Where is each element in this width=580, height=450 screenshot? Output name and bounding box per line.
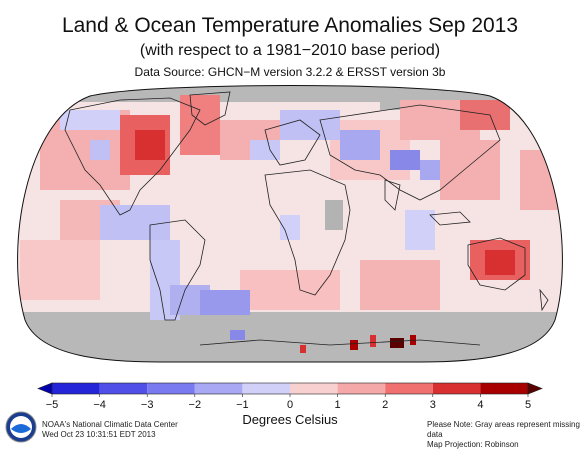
colorbar-tick-label: −1	[236, 399, 249, 411]
antarctic-missing-region	[17, 312, 563, 362]
globe-outline	[17, 85, 563, 363]
colorbar-segment	[432, 383, 481, 394]
colorbar-tick-label: 0	[287, 399, 293, 411]
colorbar-tick-label: 5	[525, 399, 531, 411]
footer-agency: NOAA's National Climatic Data Center	[42, 420, 178, 429]
noaa-logo-icon	[5, 411, 37, 443]
colorbar: −5 −4 −3 −2 −1 0 1 2 3 4 5	[37, 382, 543, 411]
footer-right: Please Note: Gray areas represent missin…	[427, 420, 580, 450]
colorbar-segment	[147, 383, 195, 394]
colorbar-segment	[480, 383, 528, 394]
colorbar-tick-label: 1	[335, 399, 341, 411]
colorbar-tick-label: 4	[477, 399, 483, 411]
map-title: Land & Ocean Temperature Anomalies Sep 2…	[61, 14, 519, 37]
colorbar-title: Degrees Celsius	[242, 412, 338, 427]
colorbar-segment	[194, 383, 243, 394]
colorbar-arrow-low	[37, 382, 53, 395]
colorbar-tick-label: −2	[189, 399, 202, 411]
colorbar-tick-label: 3	[430, 399, 436, 411]
colorbar-segment	[337, 383, 386, 394]
colorbar-tick-label: −4	[93, 399, 106, 411]
colorbar-tick-label: −5	[46, 399, 59, 411]
arctic-missing-region	[17, 85, 563, 102]
footer-left: NOAA's National Climatic Data Center Wed…	[42, 420, 178, 440]
colorbar-segment	[52, 383, 100, 394]
footer-projection-note: Map Projection: Robinson	[427, 440, 519, 449]
colorbar-tick-label: 2	[382, 399, 388, 411]
footer-missing-note: Please Note: Gray areas represent missin…	[427, 420, 580, 439]
colorbar-segment	[290, 383, 338, 394]
globe-fill	[17, 85, 563, 362]
colorbar-segment	[385, 383, 433, 394]
data-source-line: Data Source: GHCN−M version 3.2.2 & ERSS…	[134, 65, 446, 79]
footer-timestamp: Wed Oct 23 10:31:51 EDT 2013	[42, 430, 156, 439]
map-subtitle: (with respect to a 1981−2010 base period…	[139, 42, 441, 59]
colorbar-arrow-high	[527, 382, 543, 395]
colorbar-segment	[242, 383, 290, 394]
colorbar-tick-label: −3	[141, 399, 154, 411]
colorbar-segment	[99, 383, 148, 394]
coastlines	[64, 91, 549, 346]
